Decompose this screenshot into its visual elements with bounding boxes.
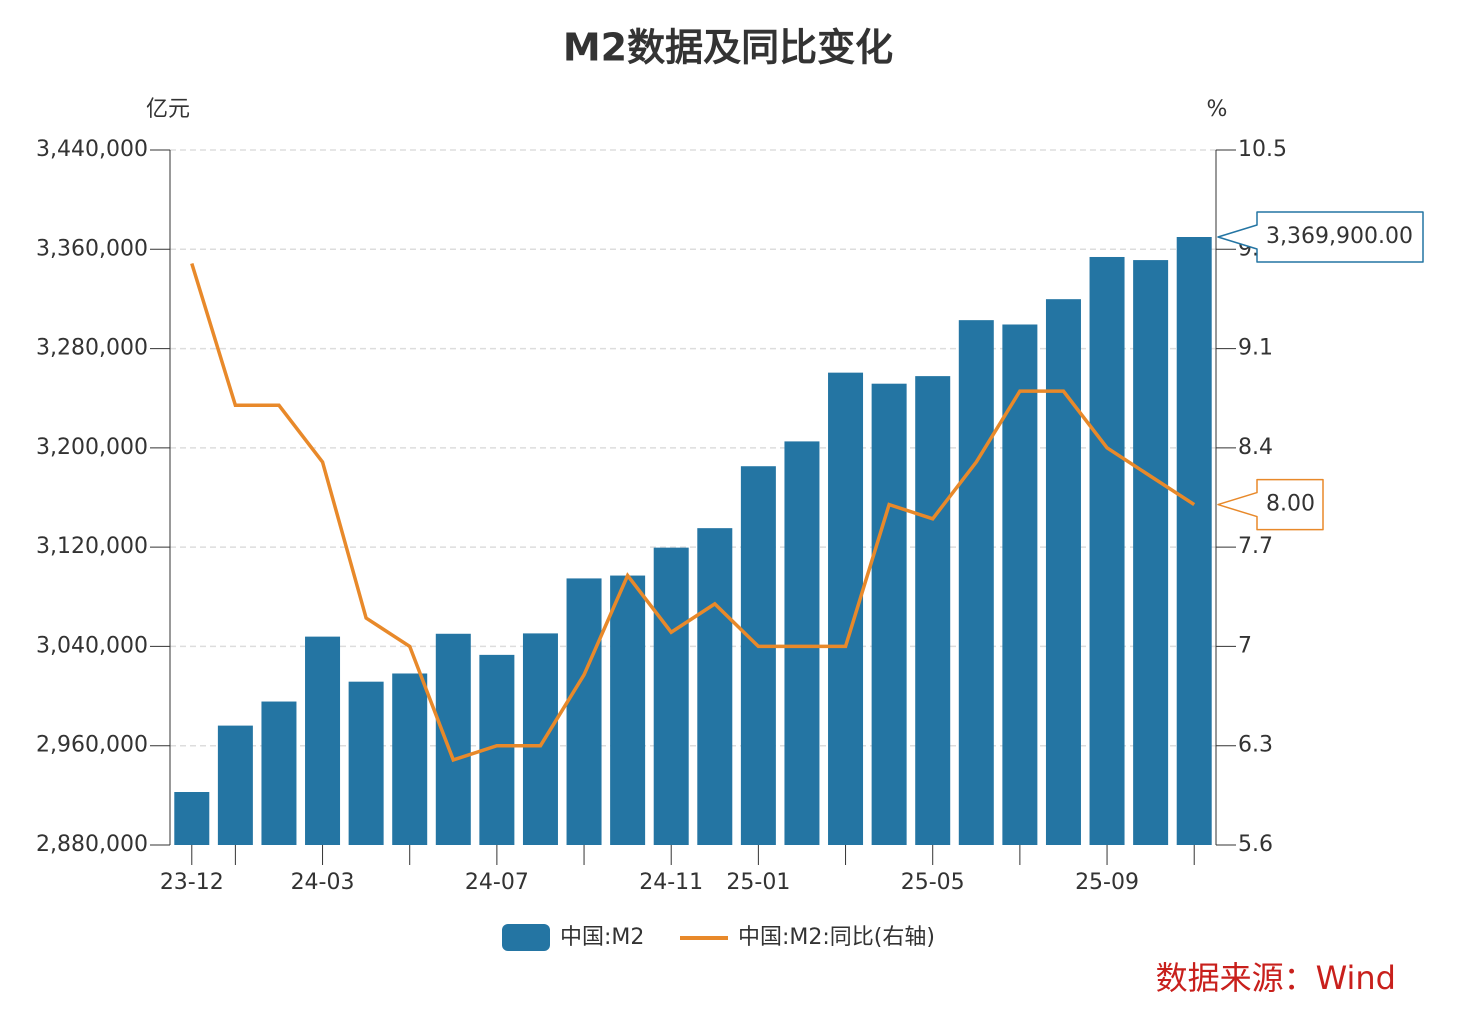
y2-tick-label: 5.6 xyxy=(1238,832,1273,857)
y-tick-label: 3,200,000 xyxy=(36,435,148,460)
y-tick-label: 3,280,000 xyxy=(36,336,148,361)
x-tick-label: 24-03 xyxy=(291,870,355,895)
y-tick-label: 2,880,000 xyxy=(36,832,148,857)
bar xyxy=(740,466,776,845)
y2-axis-name: % xyxy=(1207,97,1228,122)
callout-box xyxy=(1217,211,1424,263)
y2-tick-label: 9.1 xyxy=(1238,336,1273,361)
x-tick-label: 24-11 xyxy=(639,870,703,895)
bar xyxy=(915,376,951,845)
y-tick-label: 3,440,000 xyxy=(36,137,148,162)
bar xyxy=(1089,256,1125,845)
x-tick-label: 23-12 xyxy=(160,870,224,895)
bar xyxy=(1176,236,1212,846)
legend-swatch xyxy=(502,924,550,951)
bar xyxy=(392,673,428,845)
value-label: 3,369,900.00 xyxy=(1266,224,1413,249)
y-tick-label: 3,040,000 xyxy=(36,633,148,658)
bar xyxy=(1045,299,1081,846)
bar xyxy=(697,528,733,845)
y-tick-label: 3,120,000 xyxy=(36,534,148,559)
bar xyxy=(1133,260,1169,846)
bar xyxy=(522,633,558,845)
bar xyxy=(174,792,210,845)
x-tick-label: 25-01 xyxy=(726,870,790,895)
bar xyxy=(958,320,994,845)
bar xyxy=(1002,324,1038,845)
y2-tick-label: 8.4 xyxy=(1238,435,1273,460)
bar xyxy=(871,383,907,845)
y2-tick-label: 7 xyxy=(1238,633,1252,658)
y2-tick-label: 10.5 xyxy=(1238,137,1287,162)
value-label: 8.00 xyxy=(1266,492,1315,517)
y-axis-name: 亿元 xyxy=(146,97,190,122)
bar xyxy=(305,636,341,845)
y2-tick-label: 6.3 xyxy=(1238,733,1273,758)
bar xyxy=(566,578,602,845)
x-tick-label: 25-05 xyxy=(901,870,965,895)
bar xyxy=(217,725,253,845)
legend-label: 中国:M2 xyxy=(560,925,644,950)
bar xyxy=(348,681,384,845)
line xyxy=(190,262,1196,763)
bar xyxy=(653,547,689,845)
y-tick-label: 2,960,000 xyxy=(36,733,148,758)
source: 数据来源：Wind xyxy=(1156,959,1396,997)
bar xyxy=(435,633,471,845)
bar xyxy=(784,441,820,845)
x-tick-label: 25-09 xyxy=(1075,870,1139,895)
y2-tick-label: 7.7 xyxy=(1238,534,1273,559)
callout-box xyxy=(1217,478,1324,531)
bar xyxy=(610,575,646,845)
y-tick-label: 3,360,000 xyxy=(36,236,148,261)
x-tick-label: 24-07 xyxy=(465,870,529,895)
bar xyxy=(261,701,297,845)
legend-label: 中国:M2:同比(右轴) xyxy=(738,925,935,950)
chart-title: M2数据及同比变化 xyxy=(563,26,893,70)
